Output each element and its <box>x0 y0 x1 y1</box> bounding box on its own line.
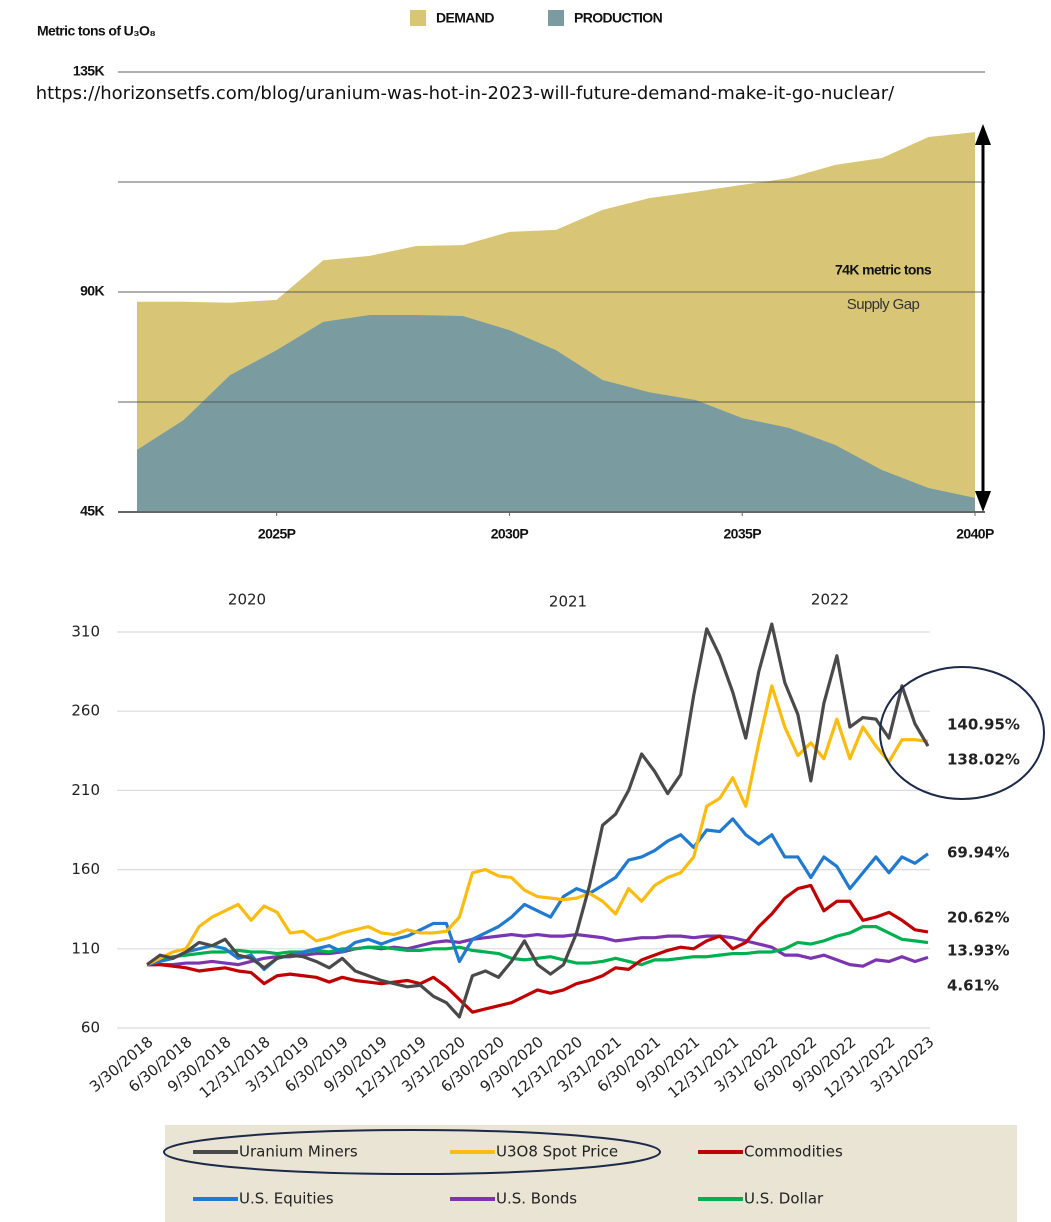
y-tick-label: 210 <box>71 781 100 799</box>
legend-label: DEMAND <box>436 10 494 26</box>
end-label: 4.61% <box>947 977 999 995</box>
y-tick-label: 45K <box>80 503 104 519</box>
y-axis-label: Metric tons of U₃O₈ <box>37 23 155 39</box>
y-tick-label: 160 <box>71 860 100 878</box>
legend-box <box>165 1125 1017 1222</box>
source-url: https://horizonsetfs.com/blog/uranium-wa… <box>36 83 895 104</box>
supply-demand-chart: DEMAND PRODUCTION Metric tons of U₃O₈ 45K 90… <box>36 10 995 542</box>
end-label: 13.93% <box>947 942 1009 960</box>
legend-swatch <box>410 10 426 26</box>
performance-chart: 601101602102603103/30/20186/30/20189/30/… <box>71 591 1020 1222</box>
series-line <box>146 925 929 967</box>
legend-label: U.S. Bonds <box>496 1190 577 1208</box>
series-line <box>146 622 930 1019</box>
area <box>137 314 975 512</box>
legend-label: Uranium Miners <box>239 1143 358 1161</box>
arrow-head <box>975 124 991 145</box>
year-label: 2022 <box>811 591 849 609</box>
legend-label: U3O8 Spot Price <box>496 1143 618 1161</box>
x-tick-label: 2030P <box>491 526 529 542</box>
x-tick-label: 2040P <box>956 526 994 542</box>
series-line <box>146 684 929 967</box>
legend-label: PRODUCTION <box>574 10 663 26</box>
end-label: 138.02% <box>947 751 1020 769</box>
end-label: 140.95% <box>947 716 1020 734</box>
x-tick-label: 2025P <box>258 526 296 542</box>
year-label: 2020 <box>228 591 266 609</box>
year-label: 2021 <box>549 593 587 611</box>
series-line <box>146 817 929 971</box>
y-tick-label: 60 <box>81 1019 100 1037</box>
y-tick-label: 110 <box>71 939 100 957</box>
highlight-ellipse <box>879 666 1045 800</box>
annotation: 74K metric tons <box>835 262 932 278</box>
arrow-head <box>975 491 991 512</box>
y-tick-label: 135K <box>73 63 105 79</box>
x-tick-label: 2035P <box>723 526 761 542</box>
end-label: 69.94% <box>947 844 1009 862</box>
end-label: 20.62% <box>947 909 1009 927</box>
legend-label: U.S. Equities <box>239 1190 334 1208</box>
legend-label: U.S. Dollar <box>744 1190 824 1208</box>
y-tick-label: 260 <box>71 702 100 720</box>
legend-swatch <box>548 10 564 26</box>
y-tick-label: 310 <box>71 623 100 641</box>
annotation: Supply Gap <box>847 296 920 313</box>
legend-label: Commodities <box>744 1143 843 1161</box>
highlight-ellipse <box>163 1129 661 1175</box>
y-tick-label: 90K <box>80 283 104 299</box>
series-line <box>147 883 929 1014</box>
